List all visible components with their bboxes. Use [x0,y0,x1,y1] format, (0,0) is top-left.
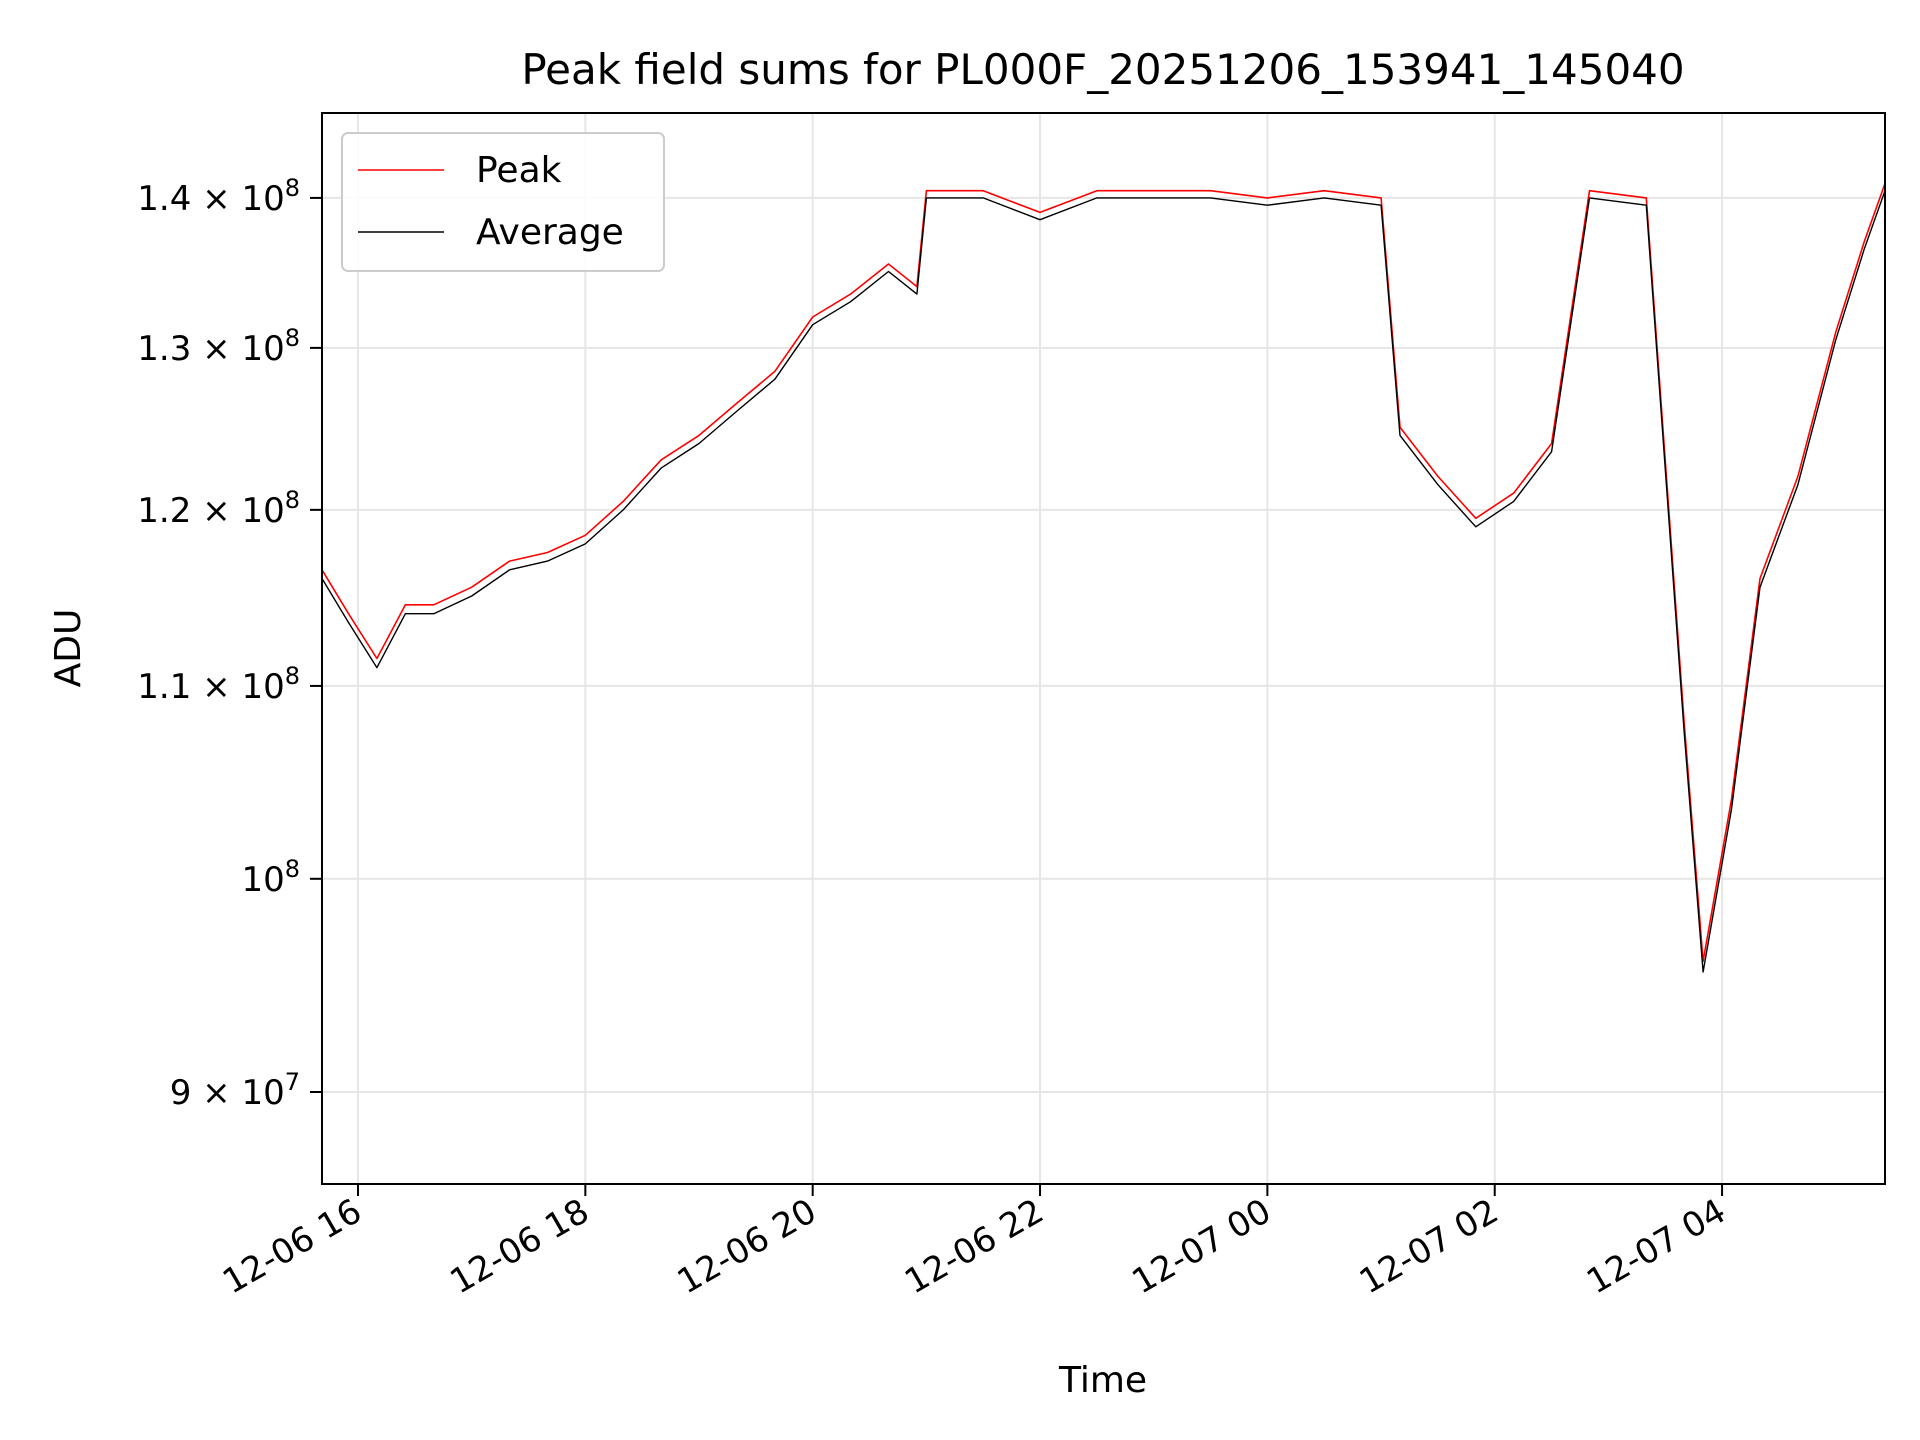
y-tick-label: 1.2 × 108 [137,486,300,531]
y-axis-label: ADU [48,609,89,688]
y-axis-ticks: 9 × 107 108 1.1 × 108 1.2 × 108 1.3 × 108 1.4… [137,174,322,1113]
legend-label-average: Average [476,212,624,253]
chart-title: Peak field sums for PL000F_20251206_1539… [521,45,1684,94]
legend-label-peak: Peak [476,150,562,191]
legend: Peak Average [341,132,665,272]
x-axis-label: Time [1058,1360,1147,1401]
y-tick-label: 1.1 × 108 [137,662,300,707]
legend-box [341,132,665,272]
y-tick-label: 108 [241,855,300,900]
plot-area-frame [321,112,1886,1185]
y-tick-label: 1.3 × 108 [137,324,300,369]
y-tick-label: 9 × 107 [170,1068,300,1113]
y-tick-label: 1.4 × 108 [137,174,300,219]
series-line-average [322,190,1885,973]
series-line-peak [322,183,1885,963]
series-lines [322,183,1885,973]
